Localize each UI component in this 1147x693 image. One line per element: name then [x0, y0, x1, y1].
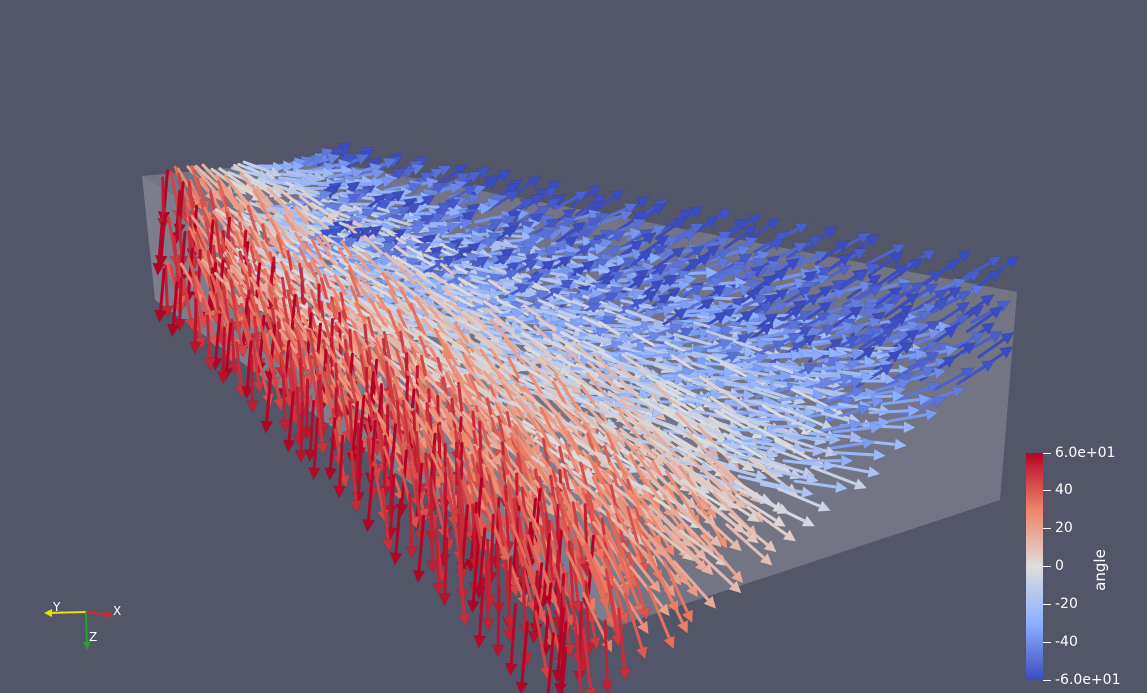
axis-x-label: X: [113, 604, 122, 618]
arrow-icon: [516, 205, 551, 225]
color-legend-bar: [1026, 453, 1043, 680]
colorbar-tick-label: -20: [1043, 596, 1078, 612]
arrow-icon: [654, 216, 688, 240]
arrow-icon: [438, 163, 468, 185]
colorbar-tick-label: 6.0e+01: [1043, 445, 1115, 461]
axis-y-label: Y: [53, 600, 61, 614]
colorbar-title: angle: [1091, 549, 1109, 591]
arrow-icon: [553, 190, 589, 210]
colorbar-tick-label: -6.0e+01: [1043, 672, 1120, 688]
arrow-icon: [152, 221, 166, 276]
arrow-icon: [231, 166, 271, 182]
arrow-icon: [660, 208, 693, 232]
colorbar-tick-label: 20: [1043, 520, 1073, 536]
arrow-icon: [832, 232, 872, 255]
arrow-icon: [866, 243, 906, 266]
colorbar-tick-label: -40: [1043, 634, 1078, 650]
arrow-icon: [600, 202, 638, 221]
axis-z-label: Z: [89, 630, 98, 644]
colorbar-tick-label: 0: [1043, 558, 1064, 574]
arrow-icon: [594, 210, 634, 227]
orientation-axes: Y X Z: [36, 592, 136, 654]
arrow-icon: [555, 221, 586, 244]
arrow-icon: [504, 602, 518, 677]
arrow-icon: [327, 166, 365, 180]
colorbar-tick-label: 40: [1043, 482, 1073, 498]
arrow-icon: [723, 225, 758, 250]
vector-glyphs: [152, 141, 1020, 693]
